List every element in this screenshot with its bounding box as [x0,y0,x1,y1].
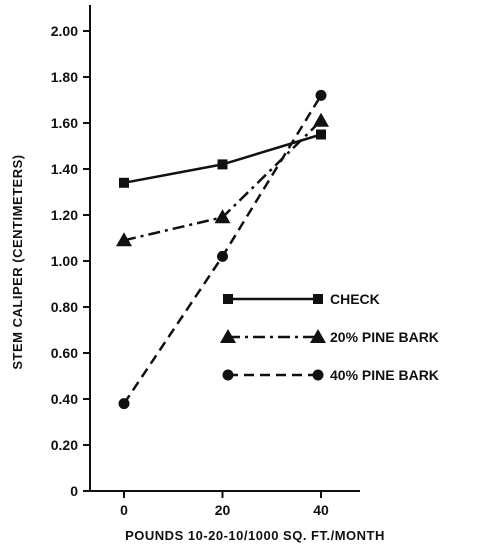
x-tick-label: 20 [215,502,231,518]
data-point [217,159,228,170]
y-tick-label: 0.80 [51,299,78,315]
y-tick-label: 1.80 [51,69,78,85]
y-tick-label: 0.20 [51,437,78,453]
legend-item: 40% PINE BARK [222,367,439,383]
y-tick-label: 0 [70,483,78,499]
data-point [116,232,132,247]
legend-item: CHECK [223,291,380,307]
x-tick-label: 0 [120,502,128,518]
series-20-pine-bark [116,112,329,247]
data-point [119,177,129,188]
y-axis-title: STEM CALIPER (CENTIMETERS) [10,154,25,369]
legend-label: CHECK [330,291,380,307]
y-tick-label: 1.40 [51,161,78,177]
data-point [214,209,231,224]
series-40-pine-bark [118,89,327,410]
legend: CHECK 20% PINE BARK 40% PINE BARK [220,291,439,383]
y-tick-label: 2.00 [51,23,78,39]
data-point [217,250,228,262]
data-point [313,112,329,127]
y-tick-label: 1.20 [51,207,78,223]
series-layer [116,89,329,410]
data-point [118,398,130,410]
series-check [119,129,326,188]
legend-marker [312,369,324,381]
legend-marker [313,294,323,304]
x-axis-title: POUNDS 10-20-10/1000 SQ. FT./MONTH [125,528,385,543]
legend-marker [223,294,233,304]
legend-marker [222,369,234,381]
y-tick-label: 1.00 [51,253,78,269]
legend-label: 40% PINE BARK [330,367,439,383]
y-tick-label: 1.60 [51,115,78,131]
x-axis-ticks: 0 20 40 [120,491,329,518]
data-point [316,129,326,140]
legend-marker [220,329,236,343]
y-axis-ticks: 0 0.20 0.40 0.60 0.80 1.00 1.20 1.40 1.60 1.80 2.0… [51,23,90,499]
legend-marker [310,329,326,343]
axes [89,5,360,492]
y-tick-label: 0.60 [51,345,78,361]
data-point [315,89,327,101]
y-tick-label: 0.40 [51,391,78,407]
x-tick-label: 40 [313,502,329,518]
series-line [122,94,323,405]
legend-item: 20% PINE BARK [220,329,439,345]
legend-label: 20% PINE BARK [330,329,439,345]
